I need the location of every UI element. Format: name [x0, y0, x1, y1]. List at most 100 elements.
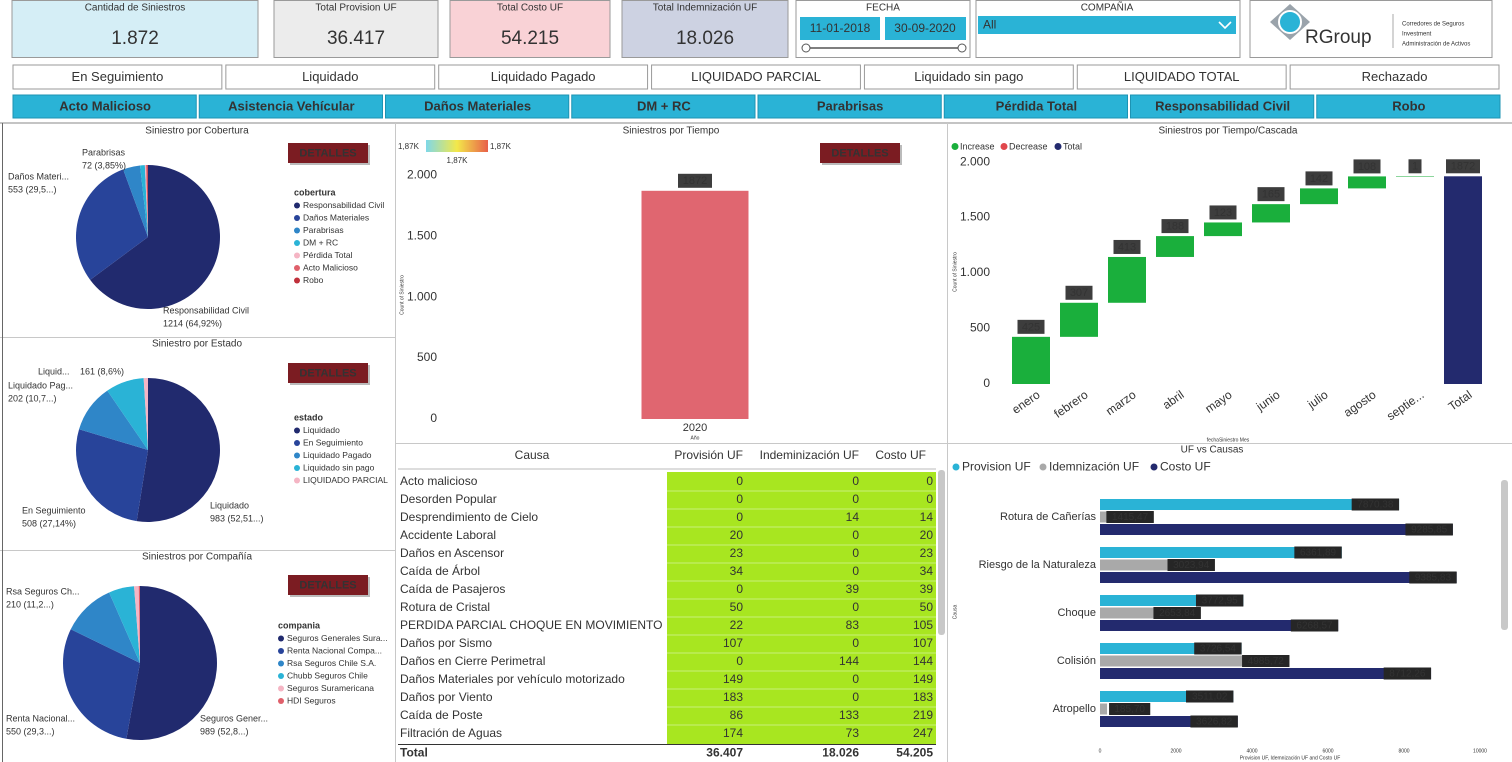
- pie-slice[interactable]: [62, 629, 141, 739]
- coverage-button[interactable]: [757, 94, 942, 119]
- coverage-button-label[interactable]: DM + RC: [637, 98, 691, 113]
- details-button[interactable]: [288, 363, 368, 383]
- pie-slice[interactable]: [123, 165, 148, 237]
- waterfall-bar[interactable]: [1444, 176, 1482, 384]
- pie-slice[interactable]: [136, 378, 221, 522]
- pie-slice[interactable]: [109, 586, 140, 663]
- bar[interactable]: [1100, 595, 1244, 606]
- details-label[interactable]: DETALLES: [299, 367, 356, 379]
- coverage-button[interactable]: [1130, 94, 1315, 119]
- waterfall-bar[interactable]: [1204, 222, 1242, 237]
- details-label[interactable]: DETALLES: [299, 579, 356, 591]
- details-label[interactable]: DETALLES: [831, 147, 888, 159]
- state-button-label[interactable]: En Seguimiento: [72, 69, 164, 84]
- pie-slice[interactable]: [147, 165, 148, 237]
- details-button[interactable]: [288, 143, 368, 163]
- pie-slice[interactable]: [107, 378, 148, 450]
- bar[interactable]: [1100, 655, 1290, 667]
- table-header[interactable]: Costo UF: [875, 448, 926, 462]
- pie-slice[interactable]: [144, 165, 148, 237]
- table-header[interactable]: Causa: [515, 448, 550, 462]
- date-slider-handle[interactable]: [801, 43, 811, 53]
- waterfall-bar[interactable]: [1348, 176, 1386, 189]
- coverage-button[interactable]: [385, 94, 570, 119]
- date-end-box[interactable]: [885, 17, 966, 40]
- bar[interactable]: [1100, 703, 1108, 715]
- bar[interactable]: [1100, 547, 1342, 558]
- coverage-button[interactable]: [943, 94, 1128, 119]
- company-dropdown[interactable]: [978, 16, 1236, 34]
- bar[interactable]: [1100, 620, 1339, 631]
- coverage-button[interactable]: [12, 94, 197, 119]
- bar[interactable]: [1100, 607, 1201, 619]
- state-button[interactable]: [12, 64, 223, 90]
- pie-slice[interactable]: [126, 586, 217, 740]
- waterfall-bar[interactable]: [1300, 188, 1338, 205]
- table-cell-number: 0: [852, 546, 859, 560]
- waterfall-bar[interactable]: [1156, 236, 1194, 257]
- state-button[interactable]: [225, 64, 436, 90]
- state-button-label[interactable]: Rechazado: [1362, 69, 1428, 84]
- bar[interactable]: [1100, 668, 1432, 679]
- table-cell-number: 22: [730, 618, 744, 632]
- state-button[interactable]: [651, 64, 861, 90]
- coverage-button-label[interactable]: Parabrisas: [817, 98, 884, 113]
- waterfall-bar[interactable]: [1060, 302, 1098, 337]
- state-button-label[interactable]: LIQUIDADO PARCIAL: [691, 69, 821, 84]
- scrollbar[interactable]: [1501, 480, 1508, 630]
- pie-slice[interactable]: [90, 165, 221, 310]
- slice-name: En Seguimiento: [22, 505, 86, 515]
- table-scrollbar[interactable]: [938, 470, 945, 635]
- state-button-label[interactable]: LIQUIDADO TOTAL: [1124, 69, 1240, 84]
- pie-slice[interactable]: [146, 165, 148, 237]
- bar[interactable]: [1100, 643, 1242, 654]
- bar[interactable]: [1100, 691, 1234, 702]
- coverage-button-label[interactable]: Acto Malicioso: [59, 98, 151, 113]
- coverage-button[interactable]: [198, 94, 383, 119]
- waterfall-bar[interactable]: [1108, 256, 1146, 303]
- waterfall-bar[interactable]: [1252, 204, 1290, 223]
- coverage-button-label[interactable]: Daños Materiales: [424, 98, 531, 113]
- table-header[interactable]: Indeminización UF: [760, 448, 859, 462]
- pie-slice[interactable]: [79, 390, 148, 450]
- pie-slice[interactable]: [70, 592, 140, 663]
- state-button[interactable]: [1289, 64, 1500, 90]
- details-button[interactable]: [820, 143, 900, 163]
- state-button[interactable]: [1076, 64, 1287, 90]
- table-header[interactable]: Provisión UF: [674, 448, 743, 462]
- waterfall-bar[interactable]: [1012, 336, 1050, 384]
- bar[interactable]: [1100, 499, 1400, 510]
- details-button[interactable]: [288, 575, 368, 595]
- coverage-button-label[interactable]: Pérdida Total: [996, 98, 1077, 113]
- bar[interactable]: [1100, 716, 1238, 727]
- pie-slice[interactable]: [140, 165, 148, 237]
- state-button-label[interactable]: Liquidado Pagado: [491, 69, 596, 84]
- pie-slice[interactable]: [134, 586, 140, 663]
- bar[interactable]: [641, 190, 749, 419]
- bar[interactable]: [1100, 524, 1453, 535]
- state-button[interactable]: [438, 64, 649, 90]
- pie-slice[interactable]: [76, 429, 148, 522]
- date-end[interactable]: 30-09-2020: [894, 21, 956, 35]
- date-start[interactable]: 11-01-2018: [810, 21, 871, 35]
- pie-slice[interactable]: [143, 378, 148, 450]
- company-selected[interactable]: All: [983, 18, 996, 32]
- coverage-button[interactable]: [571, 94, 756, 119]
- bar[interactable]: [1100, 572, 1457, 583]
- pie-slice[interactable]: [138, 586, 140, 663]
- y-tick-label: Rotura de Cañerías: [1000, 511, 1096, 523]
- waterfall-bar[interactable]: [1396, 176, 1434, 177]
- details-label[interactable]: DETALLES: [299, 147, 356, 159]
- date-slider-handle[interactable]: [957, 43, 967, 53]
- pie-slice[interactable]: [76, 169, 148, 280]
- coverage-button-label[interactable]: Asistencia Vehícular: [228, 98, 354, 113]
- date-start-box[interactable]: [800, 17, 880, 40]
- state-button[interactable]: [863, 64, 1074, 90]
- state-button-label[interactable]: Liquidado: [302, 69, 358, 84]
- coverage-button-label[interactable]: Responsabilidad Civil: [1155, 98, 1290, 113]
- coverage-button[interactable]: [1316, 94, 1501, 119]
- bar[interactable]: [1100, 559, 1215, 571]
- coverage-button-label[interactable]: Robo: [1392, 98, 1425, 113]
- state-button-label[interactable]: Liquidado sin pago: [914, 69, 1023, 84]
